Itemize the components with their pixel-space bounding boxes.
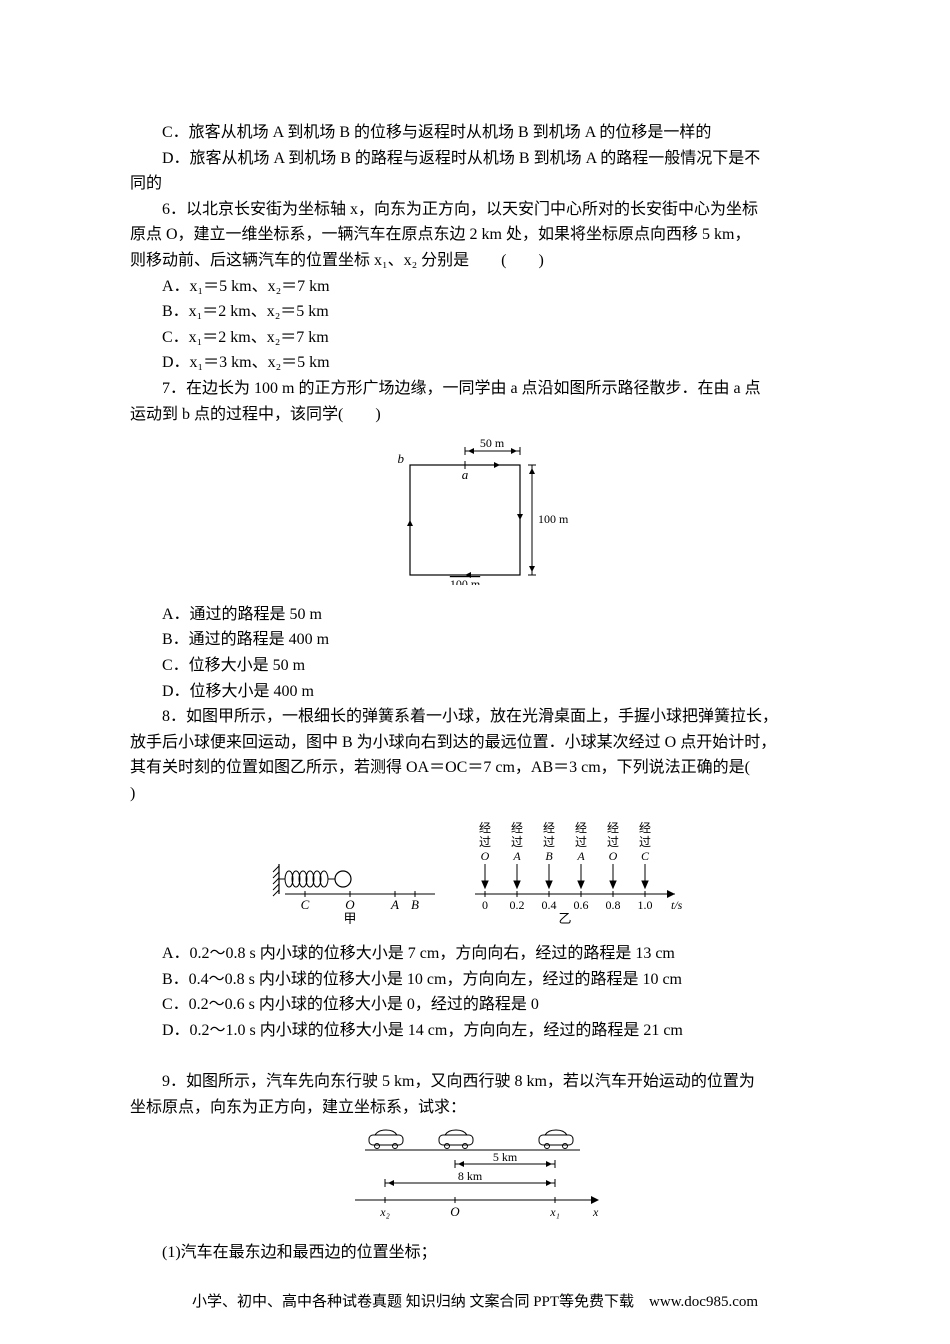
q5-opt-c: C．旅客从机场 A 到机场 B 的位移与返程时从机场 B 到机场 A 的位移是一… <box>130 120 820 146</box>
q6-opt-b: B．x₁＝2 km、x₂＝5 km <box>130 299 820 325</box>
fig8-jia-C: C <box>301 897 310 912</box>
fig8-t04: 0.4 <box>542 898 557 912</box>
q8-line2: 放手后小球便来回运动，图中 B 为小球向右到达的最远位置．小球某次经过 O 点开… <box>130 730 820 756</box>
svg-text:B: B <box>545 849 553 863</box>
fig7: 50 m 100 m 100 m a b <box>130 435 820 594</box>
q8-line1: 8．如图甲所示，一根细长的弹簧系着一小球，放在光滑桌面上，手握小球把弹簧拉长， <box>130 704 820 730</box>
fig7-50m: 50 m <box>480 436 505 450</box>
svg-text:经: 经 <box>607 821 619 835</box>
q6-opt-d: D．x₁＝3 km、x₂＝5 km <box>130 350 820 376</box>
fig8-t0: 0 <box>482 898 488 912</box>
svg-text:O: O <box>609 849 618 863</box>
q8-opt-a: A．0.2～0.8 s 内小球的位移大小是 7 cm，方向向右，经过的路程是 1… <box>130 941 820 967</box>
q7-opt-b: B．通过的路程是 400 m <box>130 627 820 653</box>
q9-line2: 坐标原点，向东为正方向，建立坐标系，试求： <box>130 1095 820 1121</box>
page: C．旅客从机场 A 到机场 B 的位移与返程时从机场 B 到机场 A 的位移是一… <box>0 0 950 1344</box>
q6-line2: 原点 O，建立一维坐标系，一辆汽车在原点东边 2 km 处，如果将坐标原点向西移… <box>130 222 820 248</box>
fig9-x1: x₁ <box>549 1205 560 1219</box>
fig8-jia: 甲 <box>343 911 356 924</box>
fig7-b: b <box>398 451 405 466</box>
fig8-t10: 1.0 <box>638 898 653 912</box>
fig8-jia-A: A <box>390 897 399 912</box>
fig9-x: x <box>592 1205 599 1219</box>
fig8-t08: 0.8 <box>606 898 621 912</box>
fig8-jia-B: B <box>411 897 419 912</box>
fig9-5km: 5 km <box>493 1150 518 1164</box>
fig8: C O A B 甲 0 0.2 0.4 <box>130 814 820 933</box>
q7-opt-d: D．位移大小是 400 m <box>130 679 820 705</box>
fig8-t06: 0.6 <box>574 898 589 912</box>
q8-line4: ) <box>130 781 820 807</box>
svg-text:过: 过 <box>607 835 619 849</box>
svg-text:经: 经 <box>511 821 523 835</box>
svg-text:A: A <box>576 849 585 863</box>
svg-text:过: 过 <box>511 835 523 849</box>
fig8-t02: 0.2 <box>510 898 525 912</box>
q5-opt-d-line1: D．旅客从机场 A 到机场 B 的路程与返程时从机场 B 到机场 A 的路程一般… <box>130 146 820 172</box>
svg-text:过: 过 <box>543 835 555 849</box>
svg-text:经: 经 <box>575 821 587 835</box>
fig9: x₂ O x₁ x 5 km <box>130 1128 820 1232</box>
q6-line3: 则移动前、后这辆汽车的位置坐标 x₁、x₂ 分别是 ( ) <box>130 248 820 274</box>
svg-text:过: 过 <box>575 835 587 849</box>
fig9-8km: 8 km <box>458 1169 483 1183</box>
page-footer: 小学、初中、高中各种试卷真题 知识归纳 文案合同 PPT等免费下载 www.do… <box>0 1290 950 1314</box>
q6-opt-c: C．x₁＝2 km、x₂＝7 km <box>130 325 820 351</box>
svg-text:O: O <box>481 849 490 863</box>
fig7-100m-b: 100 m <box>450 577 481 585</box>
svg-text:经: 经 <box>639 821 651 835</box>
q9-sub1: (1)汽车在最东边和最西边的位置坐标； <box>130 1240 820 1266</box>
svg-text:过: 过 <box>479 835 491 849</box>
svg-text:经: 经 <box>479 821 491 835</box>
q7-opt-a: A．通过的路程是 50 m <box>130 602 820 628</box>
q8-opt-d: D．0.2～1.0 s 内小球的位移大小是 14 cm，方向向左，经过的路程是 … <box>130 1018 820 1044</box>
fig9-x2: x₂ <box>379 1205 390 1219</box>
fig8-jia-O: O <box>345 897 355 912</box>
q8-opt-c: C．0.2～0.6 s 内小球的位移大小是 0，经过的路程是 0 <box>130 992 820 1018</box>
svg-text:A: A <box>512 849 521 863</box>
svg-text:经: 经 <box>543 821 555 835</box>
svg-text:C: C <box>641 849 650 863</box>
svg-text:过: 过 <box>639 835 651 849</box>
q7-line2: 运动到 b 点的过程中，该同学( ) <box>130 402 820 428</box>
fig9-O: O <box>450 1204 460 1219</box>
q5-opt-d-line2: 同的 <box>130 171 820 197</box>
q7-line1: 7．在边长为 100 m 的正方形广场边缘，一同学由 a 点沿如图所示路径散步．… <box>130 376 820 402</box>
q9-line1: 9．如图所示，汽车先向东行驶 5 km，又向西行驶 8 km，若以汽车开始运动的… <box>130 1069 820 1095</box>
fig8-yi: 乙 <box>558 911 571 924</box>
q6-opt-a: A．x₁＝5 km、x₂＝7 km <box>130 274 820 300</box>
fig8-ts: t/s <box>671 898 683 912</box>
q8-line3: 其有关时刻的位置如图乙所示，若测得 OA＝OC＝7 cm，AB＝3 cm，下列说… <box>130 755 820 781</box>
q6-line1: 6．以北京长安街为坐标轴 x，向东为正方向，以天安门中心所对的长安街中心为坐标 <box>130 197 820 223</box>
q8-opt-b: B．0.4～0.8 s 内小球的位移大小是 10 cm，方向向左，经过的路程是 … <box>130 967 820 993</box>
fig7-100m-r: 100 m <box>538 512 569 526</box>
fig7-a: a <box>462 467 469 482</box>
q7-opt-c: C．位移大小是 50 m <box>130 653 820 679</box>
